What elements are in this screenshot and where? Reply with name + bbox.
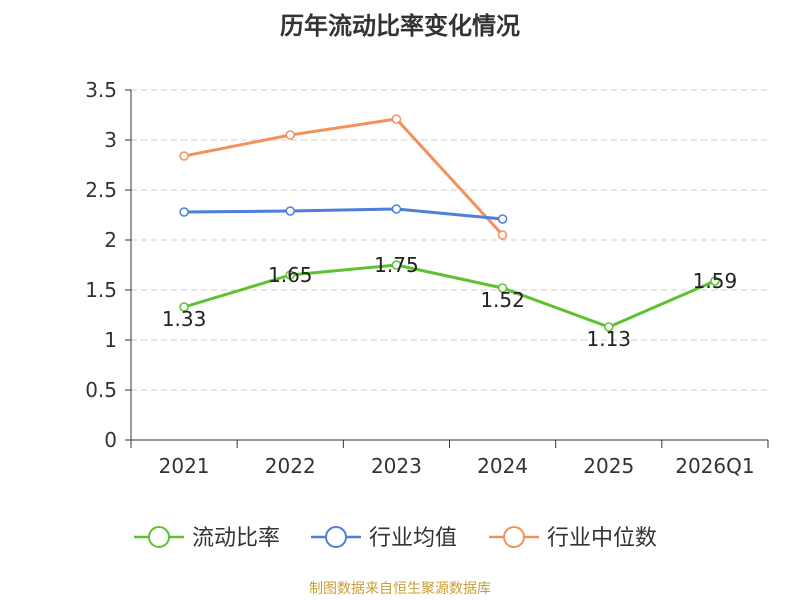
data-point (179, 207, 189, 217)
data-point (604, 322, 614, 332)
x-tick-label: 2024 (477, 454, 528, 478)
data-label: 1.75 (374, 253, 419, 277)
x-tick-label: 2025 (583, 454, 634, 478)
data-point (497, 230, 508, 240)
source-note: 制图数据来自恒生聚源数据库 (309, 581, 491, 597)
y-tick-label: 0 (104, 428, 117, 452)
legend-label: 行业均值 (369, 526, 457, 551)
data-point (710, 276, 720, 286)
data-point (391, 204, 402, 214)
series-line-2 (184, 207, 503, 221)
x-tick-label: 2022 (265, 454, 316, 478)
legend-label: 行业中位数 (547, 526, 657, 551)
x-tick-label: 2021 (159, 454, 210, 478)
x-tick-label: 2026Q1 (675, 454, 754, 478)
legend-label: 流动比率 (192, 526, 280, 551)
data-point (497, 283, 508, 293)
y-tick-label: 2 (104, 228, 117, 252)
y-tick-label: 0.5 (85, 378, 117, 402)
data-point (497, 214, 508, 224)
legend-marker (148, 526, 170, 548)
data-point (391, 260, 402, 270)
data-point (179, 302, 189, 312)
data-label: 1.65 (268, 263, 313, 287)
data-point (285, 206, 295, 216)
series-line-1 (183, 263, 716, 329)
chart-title: 历年流动比率变化情况 (280, 12, 520, 40)
y-tick-label: 3 (104, 128, 117, 152)
data-point (285, 270, 295, 280)
y-tick-label: 1 (104, 328, 117, 352)
data-label: 1.33 (162, 307, 207, 331)
data-label: 1.59 (693, 269, 738, 293)
data-point (285, 130, 295, 140)
data-point (391, 114, 402, 124)
legend-marker (503, 526, 525, 548)
legend-marker (325, 526, 347, 548)
data-label: 1.52 (480, 288, 525, 312)
y-tick-label: 2.5 (85, 178, 117, 202)
y-tick-label: 3.5 (85, 78, 117, 102)
data-label: 1.13 (586, 327, 631, 351)
x-tick-label: 2023 (371, 454, 422, 478)
data-point (179, 151, 189, 161)
series-line-3 (183, 117, 504, 237)
y-tick-label: 1.5 (85, 278, 117, 302)
